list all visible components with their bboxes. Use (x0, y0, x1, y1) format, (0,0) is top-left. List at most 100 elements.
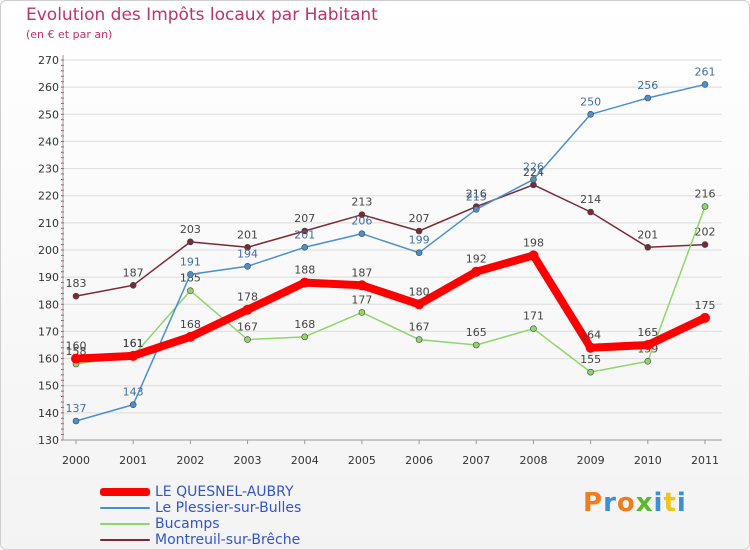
data-point (187, 287, 194, 295)
data-label: 188 (294, 264, 315, 277)
data-label: 216 (466, 188, 487, 201)
data-point (472, 341, 480, 349)
data-label: 213 (351, 196, 372, 209)
data-point (530, 325, 537, 333)
data-label: 168 (180, 318, 201, 331)
data-point (244, 262, 251, 270)
y-tick-label: 270 (38, 54, 59, 67)
data-point (299, 277, 310, 288)
legend-swatch (100, 523, 150, 525)
data-point (301, 227, 309, 235)
data-label: 192 (466, 253, 487, 266)
data-label: 167 (409, 321, 430, 334)
x-tick-label: 2009 (577, 454, 605, 467)
data-label: 177 (351, 293, 372, 306)
y-tick-label: 260 (38, 81, 59, 94)
data-label: 183 (66, 277, 87, 290)
x-tick-label: 2008 (519, 454, 547, 467)
data-label: 215 (466, 190, 487, 203)
y-tick-label: 250 (38, 108, 59, 121)
data-label: 175 (695, 299, 716, 312)
data-point (128, 350, 139, 361)
x-tick-label: 2003 (234, 454, 262, 467)
data-label: 167 (237, 321, 258, 334)
logo-letter: i (676, 488, 687, 518)
data-point (301, 243, 309, 251)
y-tick-label: 190 (38, 271, 59, 284)
data-label: 261 (695, 65, 716, 78)
data-point (301, 333, 309, 341)
data-label: 199 (409, 234, 430, 247)
data-point (72, 417, 80, 425)
data-point (701, 241, 709, 248)
data-label: 155 (580, 353, 601, 366)
y-tick-label: 220 (38, 190, 59, 203)
legend-swatch (100, 488, 150, 496)
data-label: 198 (523, 236, 544, 249)
legend-label: LE QUESNEL-AUBRY (155, 484, 294, 500)
data-label: 226 (523, 160, 544, 173)
x-tick-label: 2011 (691, 454, 719, 467)
data-point (471, 266, 482, 277)
data-point (587, 208, 594, 216)
legend-label: Montreuil-sur-Brêche (155, 532, 301, 548)
data-point (187, 238, 194, 246)
data-point (72, 292, 80, 300)
y-tick-label: 130 (38, 434, 59, 447)
data-label: 207 (409, 212, 430, 225)
data-label: 256 (637, 79, 658, 92)
series-line (72, 251, 709, 363)
data-point (187, 271, 194, 278)
legend-label: Le Plessier-sur-Bulles (155, 500, 302, 516)
data-label: 137 (66, 402, 87, 415)
data-point (244, 336, 251, 343)
y-tick-label: 150 (38, 380, 59, 393)
data-label: 203 (180, 223, 201, 236)
data-point (71, 353, 81, 364)
legend-swatch (100, 507, 150, 509)
x-tick-label: 2007 (462, 454, 490, 467)
data-label: 201 (637, 228, 658, 241)
data-point (587, 368, 594, 376)
y-tick-label: 240 (38, 135, 59, 148)
legend-label: Bucamps (155, 516, 220, 532)
y-tick-label: 210 (38, 217, 59, 230)
legend-swatch (100, 539, 150, 541)
data-point (700, 312, 710, 323)
data-point (701, 81, 709, 88)
data-label: 180 (409, 285, 430, 298)
data-label: 161 (123, 337, 144, 350)
data-point (587, 110, 594, 118)
data-label: 224 (523, 166, 544, 179)
data-label: 161 (123, 337, 144, 350)
data-point (242, 304, 253, 315)
data-label: 206 (351, 215, 372, 228)
data-point (528, 250, 539, 261)
y-tick-label: 180 (38, 298, 59, 311)
x-tick-label: 2000 (62, 454, 90, 467)
data-label: 250 (580, 95, 601, 108)
data-label: 207 (294, 212, 315, 225)
chart-subtitle: (en € et par an) (26, 28, 113, 41)
data-label: 165 (466, 326, 487, 339)
logo-letter: t (663, 488, 677, 518)
logo-letter: P (583, 488, 604, 518)
data-label: 160 (66, 340, 87, 353)
data-label: 187 (123, 266, 144, 279)
data-label: 201 (294, 228, 315, 241)
data-point (530, 181, 537, 189)
data-point (358, 230, 366, 238)
y-tick-label: 200 (38, 244, 59, 257)
y-tick-label: 160 (38, 353, 59, 366)
logo-letter: r (603, 488, 617, 518)
data-point (701, 203, 709, 210)
y-tick-label: 170 (38, 325, 59, 338)
data-label: 191 (180, 255, 201, 268)
data-label: 194 (237, 247, 258, 260)
data-point (414, 299, 425, 310)
data-label: 168 (294, 318, 315, 331)
logo-letter: x (635, 488, 654, 518)
data-point (129, 281, 137, 289)
data-label: 201 (237, 228, 258, 241)
proxiti-logo: Proxiti (583, 488, 687, 518)
